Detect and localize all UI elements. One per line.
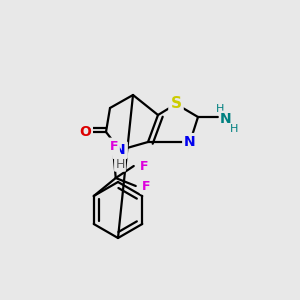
Text: F: F	[110, 140, 118, 152]
Text: S: S	[170, 97, 182, 112]
Text: F: F	[140, 160, 148, 172]
Text: H: H	[115, 158, 125, 170]
Text: O: O	[79, 125, 91, 139]
Text: N: N	[220, 112, 232, 126]
Text: N: N	[114, 143, 126, 157]
Text: H: H	[216, 104, 224, 114]
Text: F: F	[142, 179, 150, 193]
Text: N: N	[184, 135, 196, 149]
Text: H: H	[230, 124, 238, 134]
